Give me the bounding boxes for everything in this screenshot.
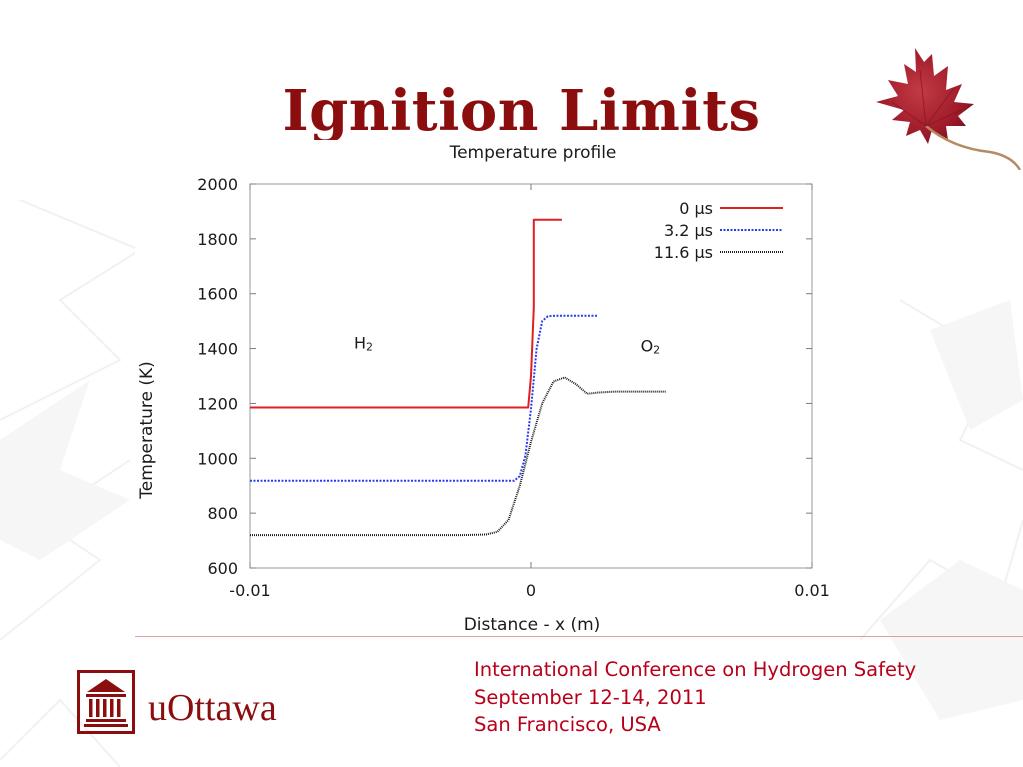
series-line-1 — [250, 218, 562, 409]
y-tick-label: 1600 — [197, 285, 238, 304]
y-tick-label: 1000 — [197, 449, 238, 468]
university-building-icon — [77, 670, 135, 734]
chart-annotations: H2 O2 — [354, 334, 660, 357]
species-label-2: O2 — [641, 336, 661, 356]
legend-label-3: 11.6 µs — [654, 243, 713, 262]
x-tick-label: 0 — [526, 581, 536, 600]
y-tick-label: 1800 — [197, 230, 238, 249]
y-tick-label: 1200 — [197, 394, 238, 413]
conference-location: San Francisco, USA — [474, 713, 661, 736]
footer-divider — [135, 636, 1023, 637]
y-axis-label: Temperature (K) — [137, 361, 157, 500]
chart-legend: 0 µs 3.2 µs 11.6 µs — [654, 199, 783, 262]
conference-name: International Conference on Hydrogen Saf… — [474, 658, 917, 681]
y-tick-label: 2000 — [197, 175, 238, 194]
conference-info: International Conference on Hydrogen Saf… — [474, 656, 916, 739]
species-label-1: H2 — [354, 334, 373, 354]
uottawa-logo: uOttawa — [77, 668, 337, 738]
maple-leaf-icon — [876, 48, 1022, 170]
x-tick-label: -0.01 — [229, 581, 270, 600]
slide-title: Ignition Limits — [282, 78, 761, 144]
legend-label-1: 0 µs — [679, 199, 713, 218]
y-tick-label: 800 — [207, 504, 238, 523]
x-axis-ticks: -0.01 0 0.01 — [229, 184, 830, 600]
x-axis-label: Distance - x (m) — [464, 615, 601, 635]
series-lines — [250, 218, 666, 537]
series-line-2 — [250, 314, 599, 482]
chart-title: Temperature profile — [449, 143, 617, 163]
y-tick-label: 1400 — [197, 340, 238, 359]
series-line-3 — [250, 376, 666, 537]
chart-panel: Temperature profile Temperature (K) Dist… — [135, 140, 855, 637]
legend-label-2: 3.2 µs — [664, 221, 713, 240]
uottawa-wordmark: uOttawa — [148, 687, 277, 729]
conference-dates: September 12-14, 2011 — [474, 685, 707, 709]
y-axis-ticks: 600 800 1000 1200 1400 1600 1800 2000 — [197, 175, 812, 578]
temperature-profile-chart: Temperature profile Temperature (K) Dist… — [137, 143, 830, 635]
x-tick-label: 0.01 — [794, 581, 830, 600]
y-tick-label: 600 — [207, 559, 238, 578]
